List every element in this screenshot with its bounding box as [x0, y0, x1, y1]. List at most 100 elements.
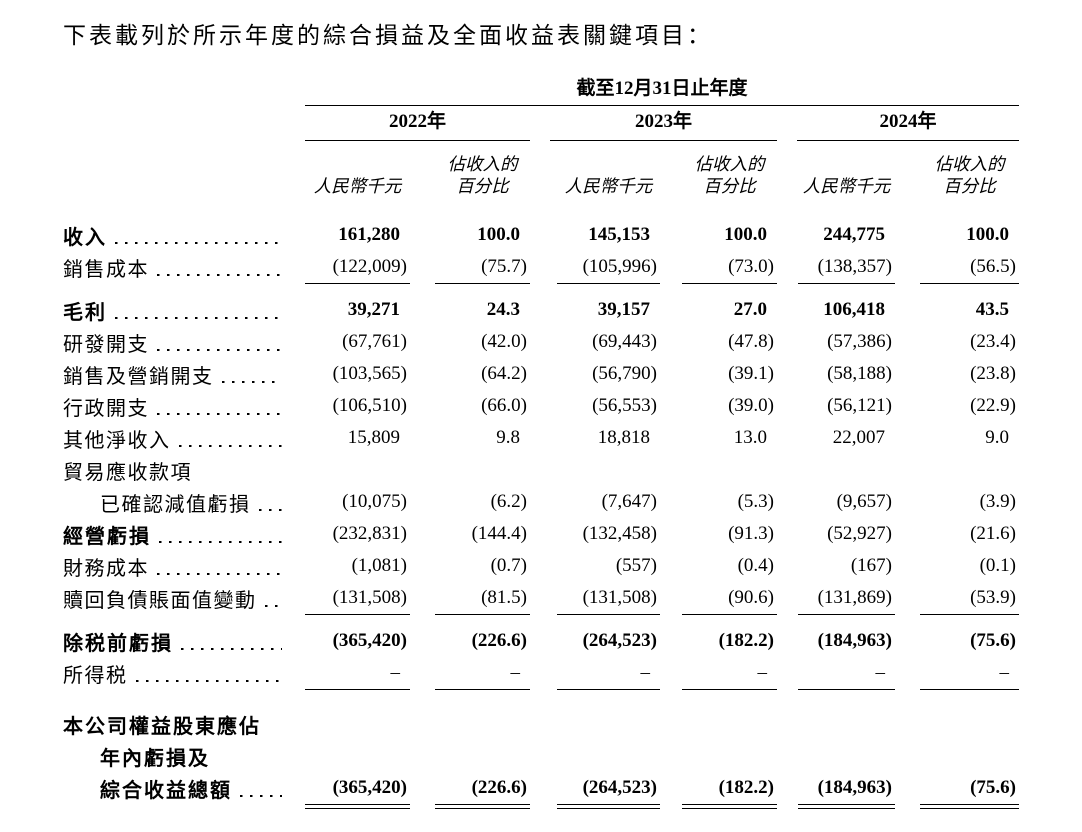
value-cell	[530, 740, 660, 772]
value-cell: (81.5)	[481, 587, 527, 608]
row-label: 銷售成本	[63, 258, 149, 281]
row-label: 年內虧損及	[100, 747, 210, 770]
period-header-cell: 截至12月31日止年度	[285, 76, 1019, 106]
value-cell: (58,188)	[827, 363, 892, 384]
row-label: 行政開支	[63, 397, 149, 420]
row-label: 已確認減值虧損	[100, 493, 251, 516]
value-cell: (56,553)	[592, 395, 657, 416]
value-cell: (53.9)	[970, 587, 1016, 608]
value-cell	[410, 740, 530, 772]
value-cell: 145,153	[588, 224, 650, 245]
dot-leader	[151, 518, 285, 550]
value-cell	[777, 454, 895, 486]
value-cell: (66.0)	[481, 395, 527, 416]
table-header: 截至12月31日止年度 2022年 2023年 2024年 人民幣千元 佔收入的…	[63, 76, 1019, 197]
rule-cell	[895, 283, 1019, 294]
value-cell	[895, 454, 1019, 486]
year-underline	[797, 140, 1019, 141]
rule-cell	[410, 283, 530, 294]
value-cell: –	[875, 662, 886, 683]
row-label: 毛利	[63, 301, 107, 324]
row-label: 所得税	[63, 664, 128, 687]
value-cell: (6.2)	[490, 491, 527, 512]
value-cell: (23.4)	[970, 331, 1016, 352]
value-cell: (90.6)	[728, 587, 774, 608]
rule-cell	[777, 614, 895, 625]
value-cell: (131,508)	[582, 587, 657, 608]
row-label-cell: 銷售及營銷開支	[63, 358, 285, 390]
rule-cell	[777, 689, 895, 700]
value-cell: 100.0	[724, 224, 767, 245]
row-label-cell: 行政開支	[63, 390, 285, 422]
value-cell: (52,927)	[827, 523, 892, 544]
rule-cell	[777, 283, 895, 294]
value-cell: 100.0	[966, 224, 1009, 245]
value-cell: (226.6)	[471, 630, 527, 651]
row-label: 收入	[63, 226, 107, 249]
year-underline	[305, 140, 530, 141]
value-cell: (106,510)	[332, 395, 407, 416]
year-label: 2024年	[879, 111, 937, 132]
value-cell: (7,647)	[601, 491, 657, 512]
value-cell: (1,081)	[351, 555, 407, 576]
row-label: 研發開支	[63, 333, 149, 356]
value-cell: (131,869)	[817, 587, 892, 608]
row-label: 其他淨收入	[63, 429, 171, 452]
row-label: 財務成本	[63, 557, 149, 580]
value-cell	[777, 708, 895, 740]
row-label-cell: 銷售成本	[63, 251, 285, 283]
row-label-cell: 毛利	[63, 294, 285, 326]
year-group-2022: 2022年	[285, 106, 530, 141]
value-cell: (184,963)	[817, 777, 892, 798]
value-cell: (22.9)	[970, 395, 1016, 416]
row-label-cell: 所得税	[63, 657, 285, 689]
value-cell: (0.7)	[490, 555, 527, 576]
value-cell: (557)	[615, 555, 657, 576]
value-cell: (144.4)	[471, 523, 527, 544]
value-cell	[660, 454, 777, 486]
value-cell: 39,157	[597, 299, 650, 320]
value-cell: (182.2)	[718, 777, 774, 798]
rule-cell	[660, 283, 777, 294]
value-cell: (365,420)	[332, 630, 407, 651]
value-cell: 244,775	[823, 224, 885, 245]
value-cell: 18,818	[597, 427, 650, 448]
column-header-pct: 佔收入的 百分比	[934, 154, 1005, 196]
value-cell: (138,357)	[817, 256, 892, 277]
value-cell: 22,007	[832, 427, 885, 448]
value-cell	[285, 454, 410, 486]
value-cell: (103,565)	[332, 363, 407, 384]
rule-cell	[285, 614, 410, 625]
value-cell: (9,657)	[836, 491, 892, 512]
value-cell: (73.0)	[728, 256, 774, 277]
value-cell	[895, 740, 1019, 772]
dot-leader	[171, 422, 286, 454]
row-label-cell: 財務成本	[63, 550, 285, 582]
dot-leader	[149, 251, 285, 283]
dot-leader	[107, 219, 285, 251]
value-cell: 24.3	[486, 299, 520, 320]
value-cell: (3.9)	[979, 491, 1016, 512]
value-cell: (47.8)	[728, 331, 774, 352]
value-cell: (226.6)	[471, 777, 527, 798]
value-cell: (64.2)	[481, 363, 527, 384]
row-label: 除税前虧損	[63, 632, 173, 655]
value-cell: 13.0	[733, 427, 767, 448]
value-cell	[660, 708, 777, 740]
value-cell	[660, 740, 777, 772]
value-cell: (264,523)	[582, 630, 657, 651]
row-label: 經營虧損	[63, 525, 151, 548]
value-cell: (56,790)	[592, 363, 657, 384]
dot-leader	[214, 358, 286, 390]
value-cell: (0.1)	[979, 555, 1016, 576]
row-label-cell: 經營虧損	[63, 518, 285, 550]
row-label-cell: 除税前虧損	[63, 625, 285, 657]
value-cell: (91.3)	[728, 523, 774, 544]
value-cell: 100.0	[477, 224, 520, 245]
value-cell: 161,280	[338, 224, 400, 245]
dot-leader	[232, 772, 285, 804]
value-cell: 43.5	[975, 299, 1009, 320]
row-label-cell: 已確認減值虧損	[63, 486, 285, 518]
year-group-2024: 2024年	[777, 106, 1019, 141]
value-cell: (232,831)	[332, 523, 407, 544]
